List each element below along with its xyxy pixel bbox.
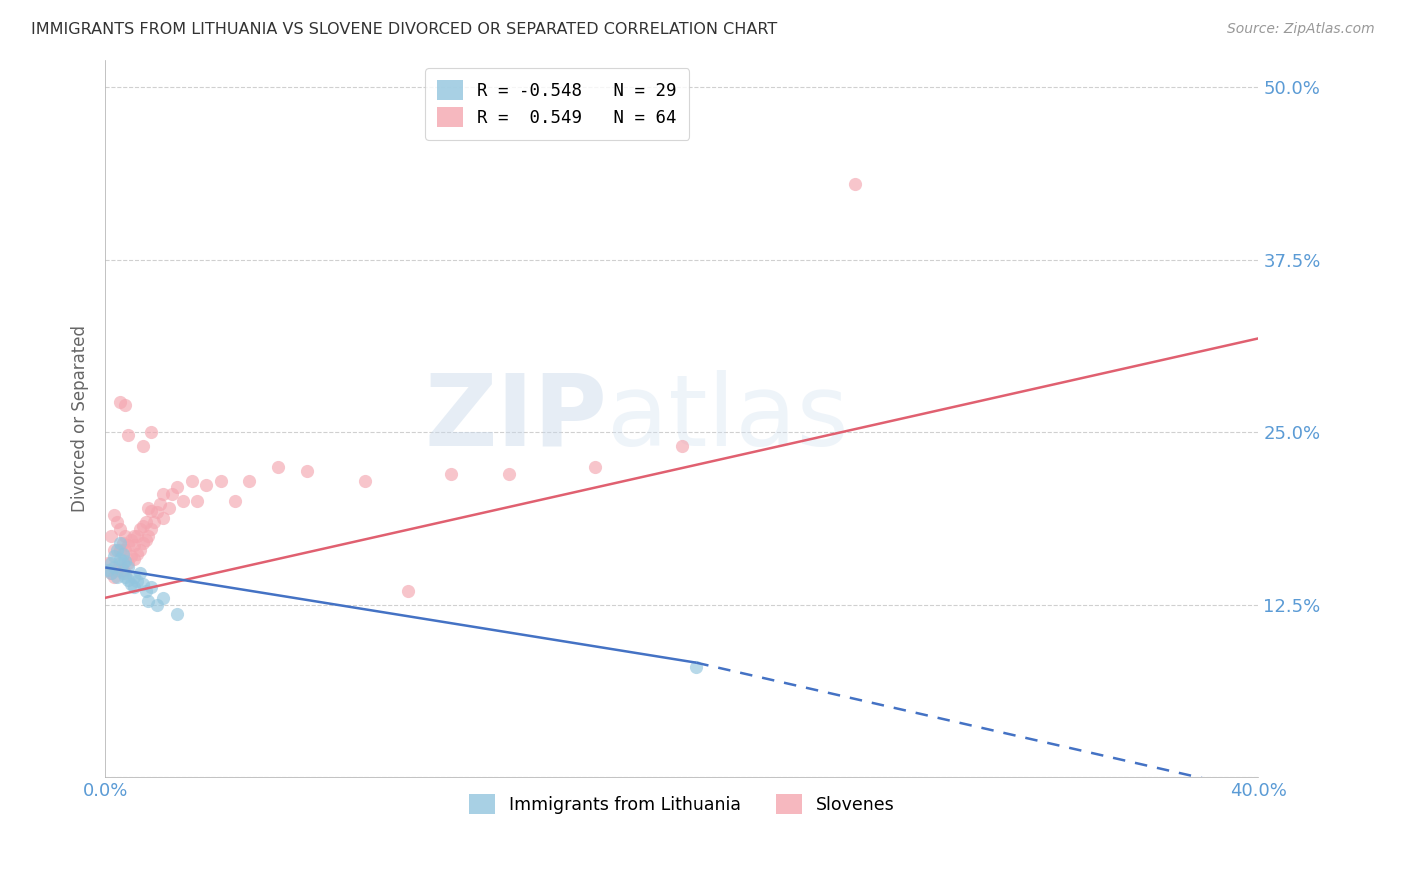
Point [103, 560, 125, 574]
Point [117, 560, 139, 574]
Point [671, 439, 693, 453]
Point [146, 598, 169, 612]
Point [195, 477, 218, 491]
Point [138, 529, 160, 543]
Point [141, 580, 163, 594]
Point [108, 535, 131, 549]
Text: atlas: atlas [607, 370, 848, 467]
Point [353, 474, 375, 488]
Point [111, 563, 134, 577]
Point [114, 398, 136, 412]
Point [135, 533, 157, 547]
Point [117, 538, 139, 552]
Point [111, 535, 134, 549]
Point [128, 522, 150, 536]
Point [224, 494, 246, 508]
Point [120, 533, 142, 547]
Point [122, 529, 145, 543]
Point [396, 583, 419, 598]
Point [105, 542, 128, 557]
Point [117, 557, 139, 571]
Point [141, 504, 163, 518]
Point [157, 501, 180, 516]
Point [108, 552, 131, 566]
Point [131, 439, 153, 453]
Point [131, 535, 153, 549]
Point [186, 494, 208, 508]
Point [122, 580, 145, 594]
Point [108, 557, 131, 571]
Point [103, 549, 125, 564]
Point [97, 557, 120, 571]
Point [152, 487, 174, 501]
Text: ZIP: ZIP [425, 370, 607, 467]
Point [100, 529, 122, 543]
Point [108, 522, 131, 536]
Point [172, 494, 194, 508]
Point [114, 542, 136, 557]
Point [135, 583, 157, 598]
Point [141, 522, 163, 536]
Point [105, 563, 128, 577]
Point [146, 505, 169, 519]
Point [166, 607, 188, 622]
Point [111, 557, 134, 571]
Point [105, 515, 128, 529]
Point [108, 542, 131, 557]
Point [138, 593, 160, 607]
Point [103, 508, 125, 522]
Point [114, 570, 136, 584]
Point [131, 519, 153, 533]
Point [120, 549, 142, 564]
Point [141, 425, 163, 440]
Point [103, 542, 125, 557]
Point [117, 428, 139, 442]
Point [135, 515, 157, 529]
Point [138, 501, 160, 516]
Text: Source: ZipAtlas.com: Source: ZipAtlas.com [1227, 22, 1375, 37]
Point [238, 474, 260, 488]
Point [125, 547, 148, 561]
Point [117, 573, 139, 587]
Point [844, 177, 866, 191]
Point [143, 515, 166, 529]
Point [128, 542, 150, 557]
Legend: Immigrants from Lithuania, Slovenes: Immigrants from Lithuania, Slovenes [457, 781, 907, 826]
Point [160, 487, 183, 501]
Y-axis label: Divorced or Separated: Divorced or Separated [72, 325, 89, 512]
Point [111, 566, 134, 580]
Point [108, 395, 131, 409]
Point [100, 566, 122, 580]
Point [122, 538, 145, 552]
Point [103, 570, 125, 584]
Point [583, 459, 606, 474]
Point [128, 566, 150, 580]
Point [498, 467, 520, 481]
Point [267, 459, 290, 474]
Point [111, 547, 134, 561]
Point [209, 474, 232, 488]
Point [114, 566, 136, 580]
Text: IMMIGRANTS FROM LITHUANIA VS SLOVENE DIVORCED OR SEPARATED CORRELATION CHART: IMMIGRANTS FROM LITHUANIA VS SLOVENE DIV… [31, 22, 778, 37]
Point [97, 563, 120, 577]
Point [295, 464, 318, 478]
Point [180, 474, 202, 488]
Point [152, 591, 174, 605]
Point [440, 467, 463, 481]
Point [100, 566, 122, 580]
Point [125, 574, 148, 589]
Point [100, 557, 122, 571]
Point [114, 529, 136, 543]
Point [685, 660, 707, 674]
Point [105, 570, 128, 584]
Point [120, 577, 142, 591]
Point [149, 497, 172, 511]
Point [122, 552, 145, 566]
Point [125, 529, 148, 543]
Point [122, 570, 145, 584]
Point [131, 577, 153, 591]
Point [166, 480, 188, 494]
Point [152, 510, 174, 524]
Point [114, 553, 136, 567]
